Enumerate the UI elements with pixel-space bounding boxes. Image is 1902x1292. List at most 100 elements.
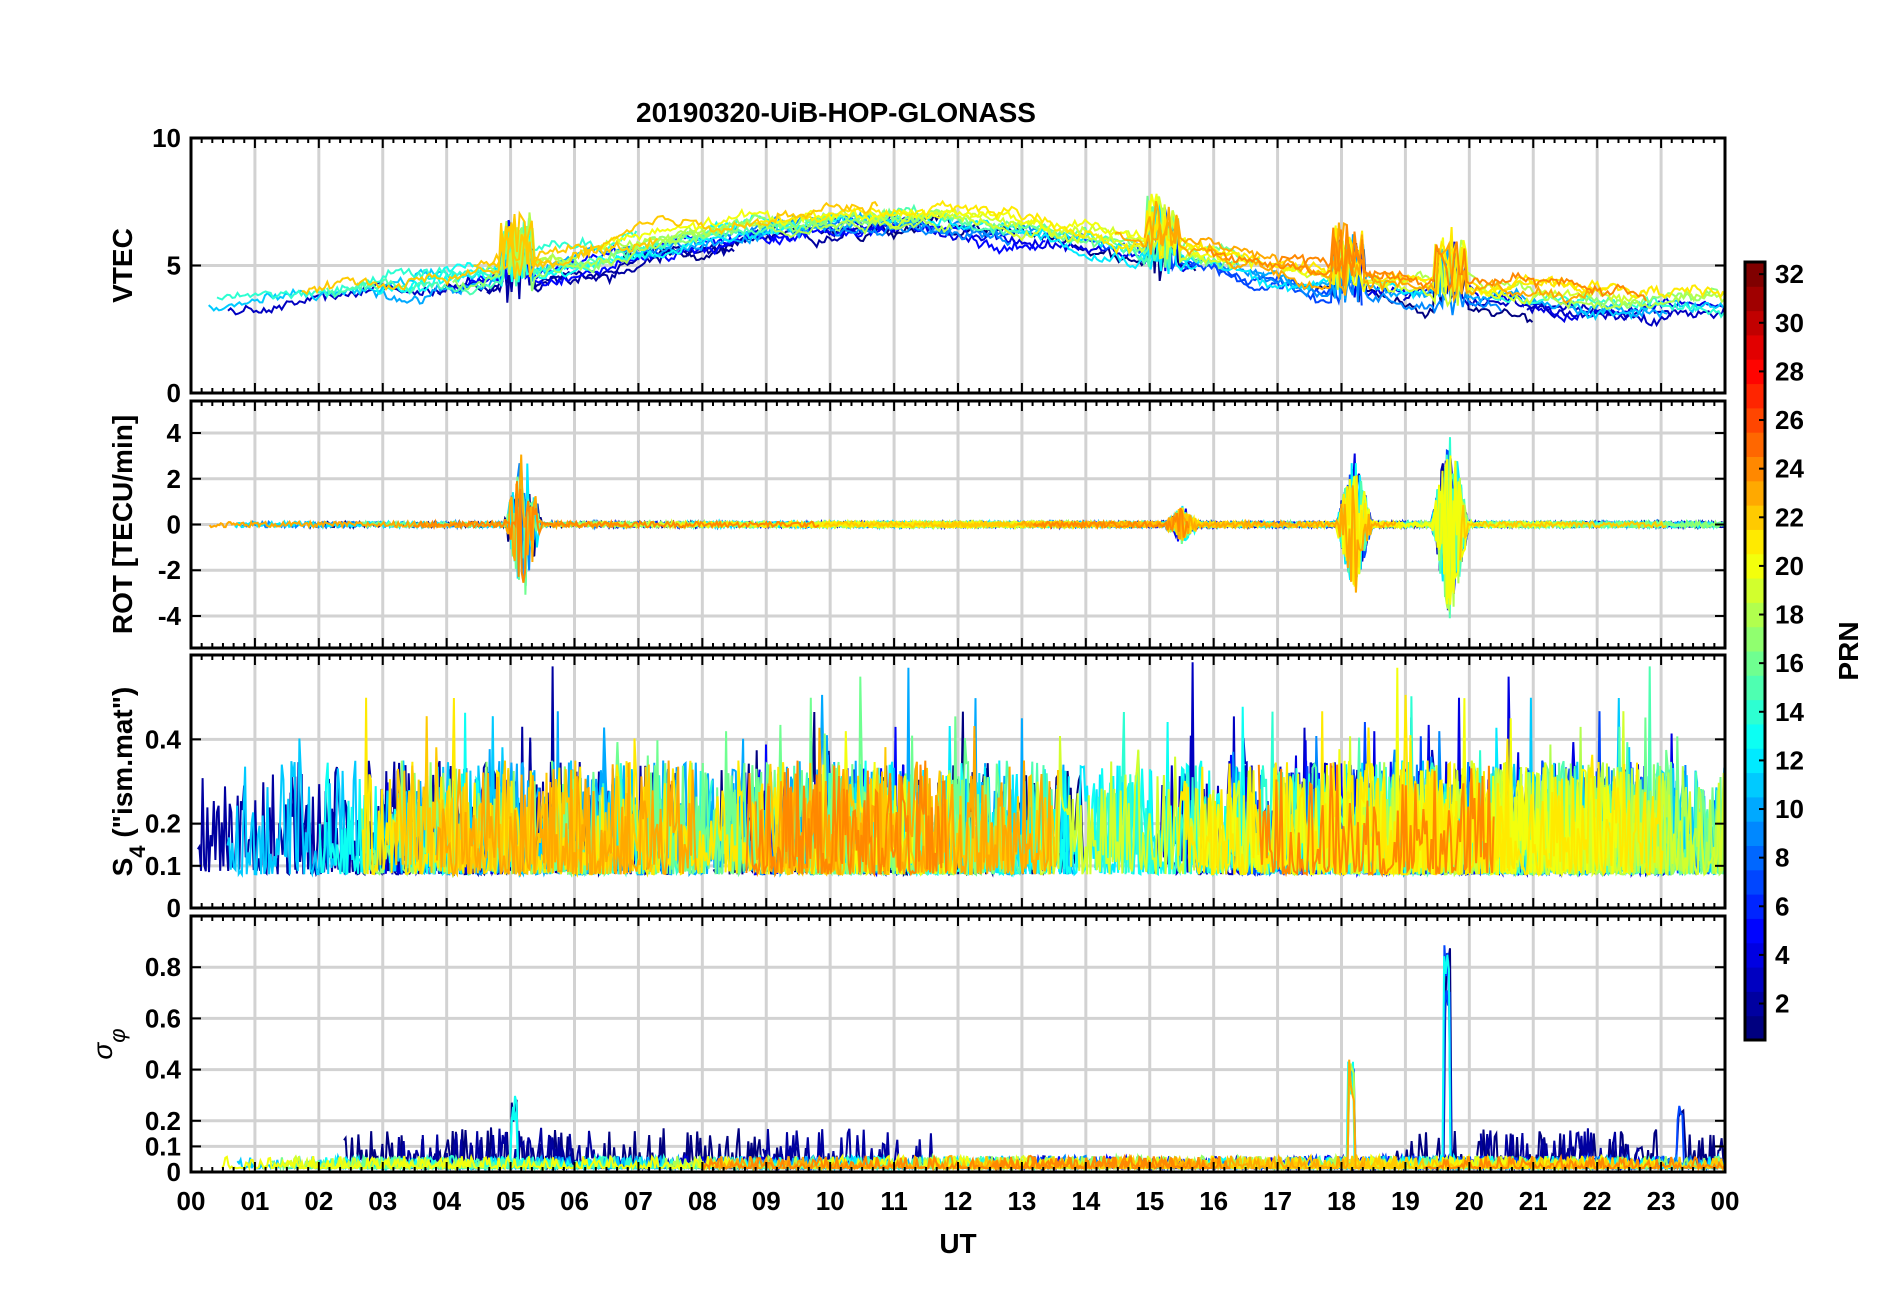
plot-frame [189, 399, 1727, 650]
colorbar-tick-label: 8 [1775, 843, 1789, 873]
colorbar-tick-label: 16 [1775, 648, 1804, 678]
x-tick-label: 12 [944, 1186, 973, 1216]
x-tick-label: 00 [1711, 1186, 1740, 1216]
chart-title: 20190320-UiB-HOP-GLONASS [636, 97, 1036, 128]
colorbar-segment [1745, 626, 1765, 652]
x-tick-label: 19 [1391, 1186, 1420, 1216]
colorbar-tick-label: 24 [1775, 454, 1804, 484]
colorbar-segment [1745, 529, 1765, 555]
series-line-prn-24 [991, 1154, 1231, 1172]
y-tick-label: -2 [158, 555, 181, 585]
series-line-prn-14 [216, 218, 638, 301]
x-tick-label: 18 [1327, 1186, 1356, 1216]
y-tick-label: 0.6 [145, 1003, 181, 1033]
colorbar-tick-label: 20 [1775, 551, 1804, 581]
colorbar-segment [1745, 432, 1765, 457]
colorbar-segment [1745, 334, 1765, 360]
x-tick-label: 17 [1263, 1186, 1292, 1216]
x-tick-label: 11 [880, 1186, 908, 1216]
colorbar-tick-label: 26 [1775, 405, 1804, 435]
colorbar-segment [1745, 456, 1765, 482]
colorbar-segment [1745, 383, 1765, 409]
colorbar-tick-label: 30 [1775, 308, 1804, 338]
series-line-prn-21 [1271, 227, 1614, 295]
y-tick-label: 0.4 [145, 724, 182, 754]
colorbar-segment [1745, 1015, 1765, 1041]
x-tick-label: 10 [816, 1186, 845, 1216]
colorbar-tick-label: 10 [1775, 794, 1804, 824]
colorbar-tick-label: 14 [1775, 697, 1804, 727]
panel-sigma: 00.10.2 0.4 0.6 0.8 σφ [87, 914, 1727, 1187]
colorbar-segment [1745, 602, 1765, 628]
colorbar-segment [1745, 553, 1765, 579]
panel-vtec: 0 5 10 VTEC [107, 123, 1727, 408]
x-tick-label: 20 [1455, 1186, 1484, 1216]
colorbar-tick-label: 4 [1775, 940, 1790, 970]
x-tick-label: 23 [1647, 1186, 1676, 1216]
series-line-prn-19 [1556, 763, 1725, 878]
colorbar-segment [1745, 480, 1765, 506]
y-tick-label: 0 [167, 893, 181, 923]
y-tick-label: 0 [167, 1157, 181, 1187]
y-tick-label: 0.4 [145, 1055, 182, 1085]
series-line-prn-21 [1177, 711, 1664, 877]
y-axis-label-rot: ROT [TECU/min] [107, 415, 138, 634]
series-line-prn-24 [1208, 224, 1647, 302]
y-tick-label: 0 [167, 510, 181, 540]
x-tick-label: 05 [496, 1186, 525, 1216]
colorbar-segment [1745, 772, 1765, 798]
y-tick-label: 0.1 [145, 1131, 181, 1161]
panel-s4: 0 0.1 0.2 0.4S4 ("ism.mat") [107, 653, 1727, 923]
plot-frame [189, 136, 1727, 395]
colorbar-segment [1745, 651, 1765, 676]
colorbar-segment [1745, 310, 1765, 336]
colorbar-tick-label: 22 [1775, 502, 1804, 532]
series-line-prn-23 [435, 760, 697, 878]
y-tick-label: 10 [152, 123, 181, 153]
colorbar-tick-label: 18 [1775, 600, 1804, 630]
y-tick-label: 0.2 [145, 1106, 181, 1136]
series-line-prn-24 [701, 1153, 1174, 1172]
y-tick-label: 2 [167, 464, 181, 494]
colorbar-segment [1745, 894, 1765, 919]
colorbar-tick-label: 28 [1775, 356, 1804, 386]
colorbar-segment [1745, 723, 1765, 749]
y-tick-label: 0.1 [145, 851, 181, 881]
colorbar-segment [1745, 505, 1765, 530]
x-tick-label: 09 [752, 1186, 781, 1216]
series-line-prn-7 [1180, 239, 1359, 297]
plot-frame [189, 914, 1727, 1174]
series-line-prn-24 [745, 760, 948, 878]
colorbar-segment [1745, 967, 1765, 992]
series-line-prn-20 [867, 193, 1249, 262]
x-tick-label: 16 [1199, 1186, 1228, 1216]
x-tick-label: 01 [240, 1186, 269, 1216]
series-line-prn-23 [1143, 216, 1593, 304]
series-line-prn-24 [1257, 763, 1495, 878]
plot-frame [189, 653, 1727, 910]
colorbar-segment [1745, 578, 1765, 603]
series-line-prn-1 [849, 218, 1197, 282]
series-line-prn-24 [412, 481, 820, 583]
x-tick-label: 07 [624, 1186, 653, 1216]
colorbar-segment [1745, 821, 1765, 846]
colorbar-segment [1745, 675, 1765, 701]
colorbar-frame [1743, 260, 1767, 1042]
colorbar-segment [1745, 699, 1765, 725]
series-line-prn-24 [1032, 507, 1190, 538]
x-tick-label: 03 [368, 1186, 397, 1216]
x-tick-label: 15 [1135, 1186, 1164, 1216]
x-tick-label: 06 [560, 1186, 589, 1216]
x-tick-label: 22 [1583, 1186, 1612, 1216]
x-tick-label: 04 [432, 1186, 461, 1216]
y-tick-label: 5 [167, 251, 181, 281]
colorbar-segment [1745, 748, 1765, 774]
colorbar-tick-label: 2 [1775, 989, 1789, 1019]
series-line-prn-23 [1114, 200, 1349, 296]
x-tick-label: 13 [1007, 1186, 1036, 1216]
colorbar-tick-label: 12 [1775, 745, 1804, 775]
colorbar-tick-label: 32 [1775, 259, 1804, 289]
x-tick-label: 08 [688, 1186, 717, 1216]
